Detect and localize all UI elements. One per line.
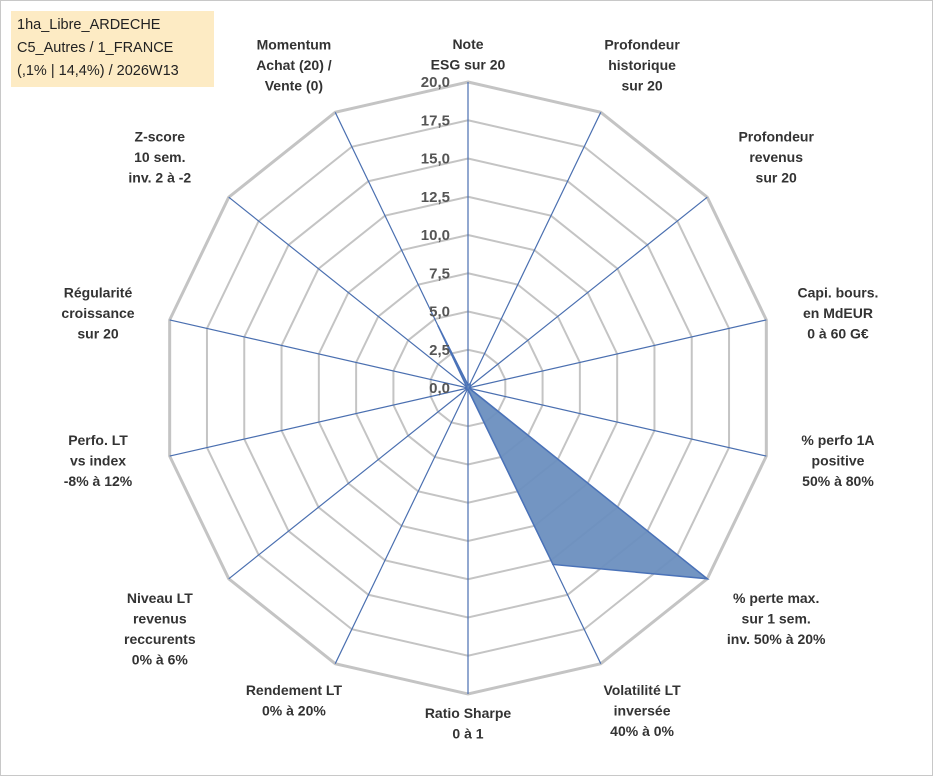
axis-label-9-line-3: 0% à 6% bbox=[132, 651, 189, 667]
tick-label-6: 15,0 bbox=[421, 151, 450, 168]
axis-label-9-line-2: reccurents bbox=[124, 631, 196, 647]
axis-label-9-line-0: Niveau LT bbox=[127, 590, 193, 606]
axis-label-11-line-2: sur 20 bbox=[77, 325, 118, 341]
axis-label-8: Rendement LT 0% à 20% bbox=[246, 682, 343, 719]
axis-label-2-line-0: Profondeur bbox=[738, 129, 814, 145]
spoke-3 bbox=[467, 319, 767, 389]
axis-label-9: Niveau LT revenus reccurents 0% à 6% bbox=[124, 590, 196, 668]
tick-label-3: 7,5 bbox=[429, 265, 450, 282]
axis-label-1: Profondeur historique sur 20 bbox=[604, 36, 680, 93]
spoke-10 bbox=[169, 387, 469, 457]
axis-label-3-line-1: en MdEUR bbox=[803, 305, 873, 321]
spoke-8 bbox=[334, 387, 469, 664]
axis-label-11-line-1: croissance bbox=[61, 305, 134, 321]
axis-label-9-line-1: revenus bbox=[133, 610, 187, 626]
axis-label-3-line-2: 0 à 60 G€ bbox=[807, 325, 869, 341]
axis-label-12-line-0: Z-score bbox=[135, 129, 186, 145]
data-point-13 bbox=[437, 325, 439, 327]
axis-label-12-line-2: inv. 2 à -2 bbox=[128, 170, 191, 186]
axis-label-0-line-0: Note bbox=[452, 36, 483, 52]
axis-label-6-line-0: Volatilité LT bbox=[603, 682, 681, 698]
axis-label-7-line-0: Ratio Sharpe bbox=[425, 705, 512, 721]
axis-label-2-line-1: revenus bbox=[749, 149, 803, 165]
axis-label-10-line-0: Perfo. LT bbox=[68, 432, 128, 448]
tick-label-5: 12,5 bbox=[421, 189, 450, 206]
axis-label-0-line-1: ESG sur 20 bbox=[431, 57, 506, 73]
data-point-0 bbox=[467, 384, 469, 386]
axis-label-12-line-1: 10 sem. bbox=[134, 149, 185, 165]
axis-label-13-line-0: Momentum bbox=[257, 36, 332, 52]
data-point-6 bbox=[552, 563, 554, 566]
spoke-1 bbox=[467, 112, 602, 389]
data-point-1 bbox=[469, 383, 471, 385]
radar-series bbox=[437, 325, 710, 580]
spoke-11 bbox=[169, 319, 469, 389]
axis-label-10-line-2: -8% à 12% bbox=[64, 473, 133, 489]
axis-label-1-line-2: sur 20 bbox=[621, 77, 662, 93]
axis-label-5: % perte max. sur 1 sem. inv. 50% à 20% bbox=[727, 590, 826, 647]
axis-label-11: Régularité croissance sur 20 bbox=[61, 284, 134, 341]
axis-label-13-line-2: Vente (0) bbox=[265, 77, 323, 93]
axis-label-5-line-1: sur 1 sem. bbox=[742, 610, 811, 626]
tick-label-7: 17,5 bbox=[421, 112, 450, 129]
axis-label-4-line-0: % perfo 1A bbox=[801, 432, 874, 448]
axis-label-1-line-0: Profondeur bbox=[604, 36, 680, 52]
axis-label-0: Note ESG sur 20 bbox=[431, 36, 506, 73]
axis-label-10-line-1: vs index bbox=[70, 453, 126, 469]
axis-label-7-line-1: 0 à 1 bbox=[452, 726, 483, 742]
radar-axis-labels: Note ESG sur 20 Profondeur historique sur 20… bbox=[61, 36, 878, 742]
axis-label-6: Volatilité LT inversée 40% à 0% bbox=[603, 682, 681, 739]
data-point-5 bbox=[706, 577, 709, 580]
spoke-4 bbox=[467, 387, 767, 457]
axis-label-8-line-0: Rendement LT bbox=[246, 682, 343, 698]
info-box: 1ha_Libre_ARDECHE C5_Autres / 1_FRANCE (… bbox=[11, 11, 214, 87]
axis-label-2: Profondeur revenus sur 20 bbox=[738, 129, 814, 186]
axis-label-4-line-2: 50% à 80% bbox=[802, 473, 874, 489]
spoke-2 bbox=[467, 196, 708, 389]
tick-label-1: 2,5 bbox=[429, 342, 450, 359]
axis-label-11-line-0: Régularité bbox=[64, 284, 133, 300]
info-line-3: (,1% | 14,4%) / 2026W13 bbox=[17, 63, 179, 79]
axis-label-13: Momentum Achat (20) / Vente (0) bbox=[256, 36, 332, 93]
axis-label-12: Z-score 10 sem. inv. 2 à -2 bbox=[128, 129, 191, 186]
info-line-1: 1ha_Libre_ARDECHE bbox=[17, 17, 161, 33]
tick-label-2: 5,0 bbox=[429, 304, 450, 321]
axis-label-4: % perfo 1A positive 50% à 80% bbox=[801, 432, 874, 489]
tick-label-4: 10,0 bbox=[421, 227, 450, 244]
axis-label-6-line-1: inversée bbox=[614, 703, 671, 719]
data-point-2 bbox=[469, 385, 472, 387]
axis-label-4-line-1: positive bbox=[812, 453, 865, 469]
axis-label-10: Perfo. LT vs index -8% à 12% bbox=[64, 432, 133, 489]
tick-label-8: 20,0 bbox=[421, 74, 450, 91]
radar-ticks: 0,0 2,5 5,0 7,5 10,0 12,5 15,0 17,5 20,0 bbox=[421, 74, 450, 397]
axis-label-8-line-1: 0% à 20% bbox=[262, 703, 326, 719]
axis-label-6-line-2: 40% à 0% bbox=[610, 723, 674, 739]
axis-label-1-line-1: historique bbox=[608, 57, 676, 73]
info-line-2: C5_Autres / 1_FRANCE bbox=[17, 40, 174, 56]
axis-label-3-line-0: Capi. bours. bbox=[798, 284, 879, 300]
axis-label-3: Capi. bours. en MdEUR 0 à 60 G€ bbox=[798, 284, 879, 341]
axis-label-5-line-0: % perte max. bbox=[733, 590, 819, 606]
axis-label-5-line-2: inv. 50% à 20% bbox=[727, 631, 826, 647]
spoke-12 bbox=[228, 196, 469, 389]
axis-label-13-line-1: Achat (20) / bbox=[256, 57, 332, 73]
axis-label-2-line-2: sur 20 bbox=[756, 170, 797, 186]
axis-label-7: Ratio Sharpe 0 à 1 bbox=[425, 705, 512, 742]
spoke-9 bbox=[228, 387, 469, 580]
data-point-4 bbox=[468, 387, 471, 390]
tick-label-0: 0,0 bbox=[429, 380, 450, 397]
data-point-12 bbox=[466, 386, 468, 388]
